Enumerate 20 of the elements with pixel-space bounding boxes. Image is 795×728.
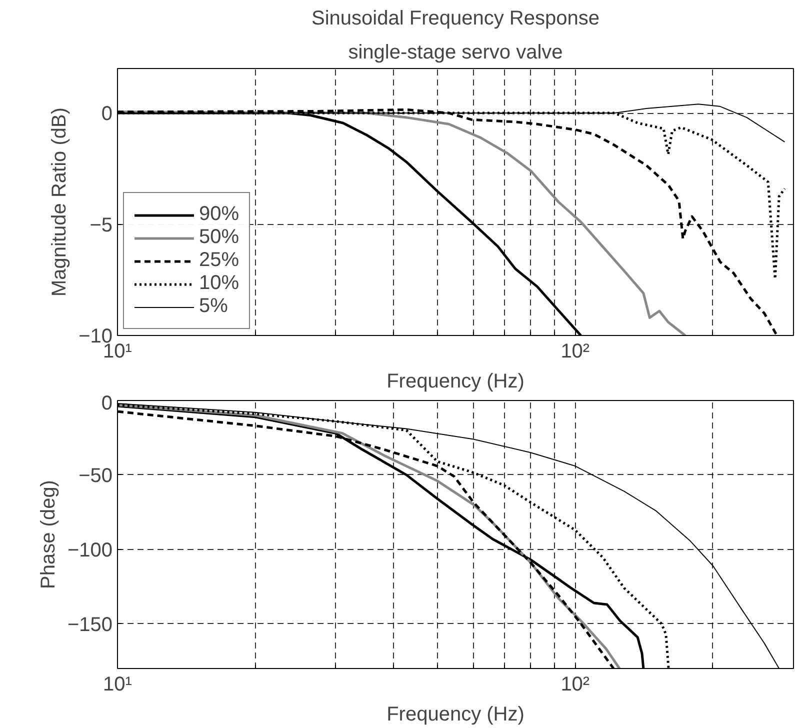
x-tick-label: 10² — [560, 674, 590, 696]
x-axis-title: Frequency (Hz) — [386, 704, 524, 726]
chart-subtitle: single-stage servo valve — [348, 42, 563, 64]
legend-label: 25% — [199, 249, 240, 272]
y-tick-label: −5 — [90, 214, 113, 236]
y-tick-label: −150 — [67, 614, 113, 636]
y-tick-label: 0 — [101, 392, 112, 414]
y-axis-title: Magnitude Ratio (dB) — [48, 108, 71, 296]
legend-label: 10% — [199, 272, 240, 295]
chart-title: Sinusoidal Frequency Response — [312, 8, 600, 30]
y-axis-title: Phase (deg) — [37, 480, 60, 589]
y-tick-label: 0 — [101, 103, 112, 125]
legend-label: 90% — [199, 203, 240, 226]
legend-label: 5% — [199, 295, 228, 318]
x-tick-label: 10¹ — [103, 674, 132, 696]
y-tick-label: −100 — [67, 539, 113, 562]
x-axis-title: Frequency (Hz) — [386, 370, 524, 392]
y-tick-label: −50 — [78, 464, 113, 487]
legend-label: 50% — [199, 226, 240, 249]
x-tick-label: 10² — [560, 340, 590, 362]
